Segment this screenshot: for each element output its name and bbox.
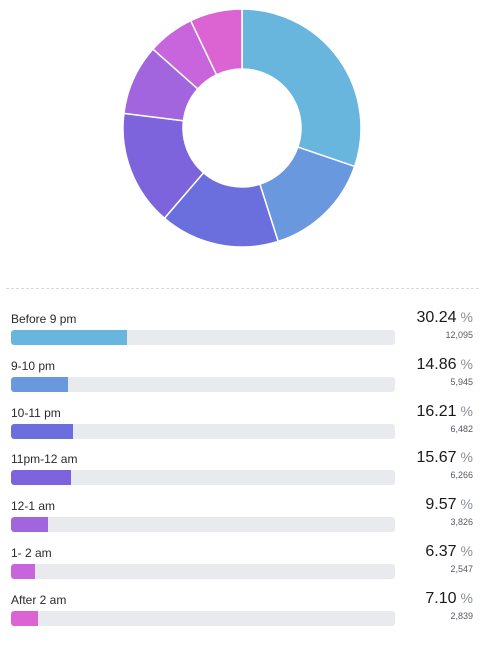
- donut-slice[interactable]: [189, 8, 243, 76]
- progress-track: [11, 517, 395, 533]
- donut-slice[interactable]: [241, 8, 362, 168]
- progress-fill: [11, 470, 72, 486]
- percent-sign: %: [460, 402, 473, 419]
- category-row[interactable]: 1- 2 am 6.37% 2,547: [0, 543, 485, 605]
- percent-sign: %: [460, 589, 473, 606]
- donut-chart: [122, 8, 362, 248]
- percentage-number: 9.57: [425, 496, 457, 514]
- category-label: Before 9 pm: [11, 312, 77, 326]
- percentage-number: 15.67: [416, 449, 457, 467]
- percent-sign: %: [460, 496, 473, 513]
- category-row[interactable]: 9-10 pm 14.86% 5,945: [0, 356, 485, 418]
- percentage-value: 15.67%: [417, 447, 474, 468]
- category-label: 1- 2 am: [11, 546, 52, 560]
- percent-sign: %: [460, 449, 473, 466]
- percentage-number: 30.24: [416, 309, 457, 326]
- count-value: 3,826: [450, 517, 473, 528]
- percent-sign: %: [460, 355, 473, 372]
- count-value: 12,095: [445, 330, 473, 340]
- count-value: 2,839: [450, 610, 473, 621]
- progress-track: [11, 610, 395, 626]
- percentage-value: 9.57%: [425, 494, 473, 515]
- category-label: After 2 am: [11, 592, 67, 607]
- category-row[interactable]: 11pm-12 am 15.67% 6,266: [0, 449, 485, 511]
- progress-fill: [11, 330, 128, 345]
- percent-sign: %: [460, 543, 473, 559]
- progress-fill: [11, 564, 36, 579]
- progress-track: [11, 423, 395, 439]
- count-value: 6,482: [450, 423, 473, 434]
- percentage-value: 6.37%: [425, 541, 473, 562]
- percentage-value: 14.86%: [417, 354, 474, 375]
- progress-fill: [11, 376, 69, 392]
- count-value: 2,547: [450, 564, 473, 574]
- progress-track: [11, 376, 395, 392]
- progress-fill: [11, 423, 74, 439]
- progress-track: [11, 470, 395, 486]
- progress-track: [11, 330, 395, 345]
- percentage-value: 30.24%: [417, 307, 474, 328]
- category-label: 12-1 am: [11, 499, 56, 514]
- category-label: 11pm-12 am: [11, 452, 78, 467]
- percentage-number: 14.86: [416, 355, 457, 373]
- progress-track: [11, 564, 395, 579]
- category-row[interactable]: 10-11 pm 16.21% 6,482: [0, 403, 485, 465]
- progress-fill: [11, 517, 48, 533]
- category-label: 9-10 pm: [11, 358, 56, 373]
- percentage-number: 7.10: [425, 589, 457, 607]
- section-divider: [6, 288, 479, 289]
- percent-sign: %: [460, 309, 473, 325]
- percentage-number: 16.21: [416, 402, 457, 420]
- category-row[interactable]: Before 9 pm 30.24% 12,095: [0, 309, 485, 371]
- count-value: 6,266: [450, 470, 473, 481]
- percentage-value: 7.10%: [425, 588, 473, 609]
- percentage-number: 6.37: [425, 543, 457, 560]
- category-row[interactable]: After 2 am 7.10% 2,839: [0, 590, 485, 652]
- count-value: 5,945: [450, 376, 473, 387]
- category-row[interactable]: 12-1 am 9.57% 3,826: [0, 496, 485, 558]
- category-label: 10-11 pm: [11, 405, 61, 420]
- percentage-value: 16.21%: [417, 401, 474, 422]
- progress-fill: [11, 610, 39, 626]
